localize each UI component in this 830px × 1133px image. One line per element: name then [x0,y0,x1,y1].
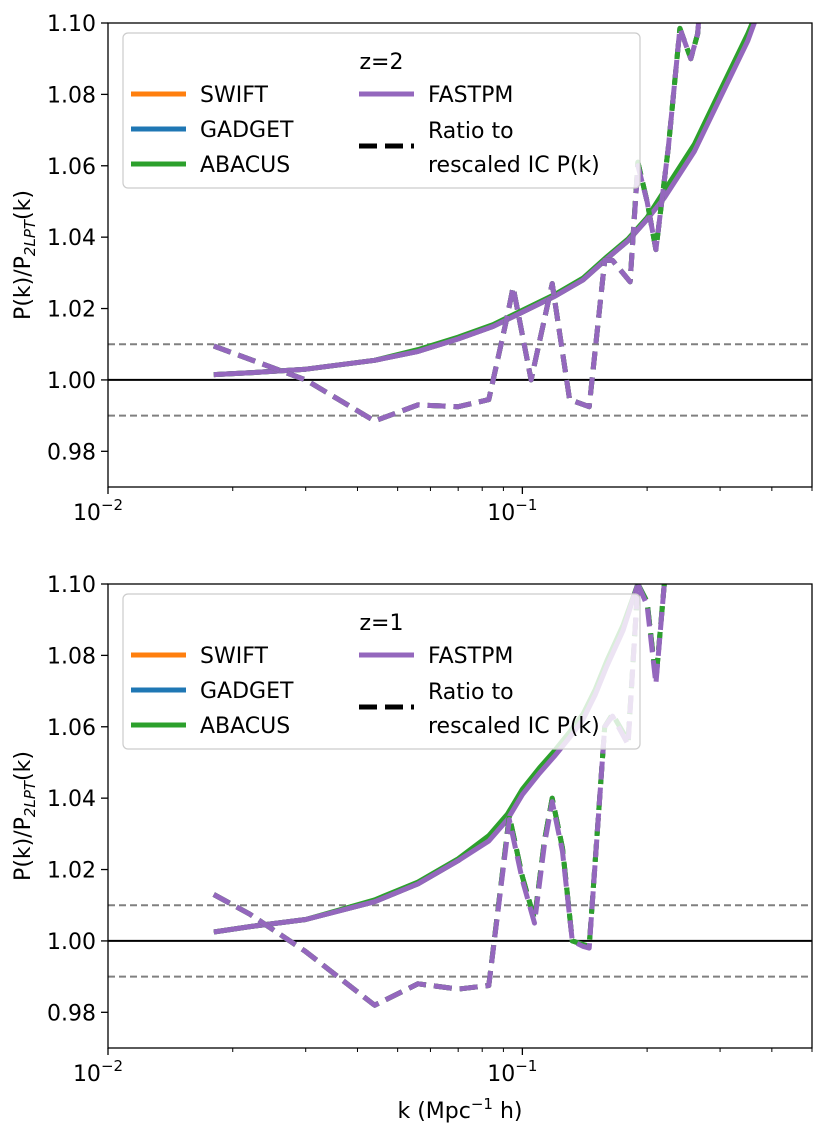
x-tick-label-exponent: −2 [101,1057,123,1075]
legend-entry-abacus: ABACUS [131,153,290,178]
series-line-fastpm-ratio [212,23,701,424]
x-axis-label-main: k (Mpc [397,1099,470,1124]
legend-entry-ratio: Ratio to rescaled IC P(k) [359,119,600,178]
legend-title: z=1 [360,611,404,636]
y-tick-label: 1.02 [47,859,96,884]
axes-frame [107,22,813,488]
legend-entry-swift: SWIFT [131,83,268,108]
y-tick-label: 1.10 [47,12,96,37]
y-tick-label: 1.06 [47,716,96,741]
legend-label: ABACUS [200,153,290,178]
y-tick-label: 1.04 [47,787,96,812]
x-tick-label: 10−1 [487,1057,537,1087]
legend-title: z=2 [360,50,404,75]
y-tick-label: 1.08 [47,83,96,108]
x-axis-label: k (Mpc−1 h) [397,1095,522,1124]
legend-entry-ratio: Ratio to rescaled IC P(k) [359,680,600,739]
y-tick-label: 1.00 [47,369,96,394]
legend-label: Ratio to [428,680,514,705]
legend-label-line2: rescaled IC P(k) [428,714,600,739]
y-tick-label: 1.08 [47,644,96,669]
y-axis-label-tail: (k) [11,751,36,781]
legend-label: GADGET [200,679,294,704]
series-line-fastpm-ratio [212,584,667,1008]
x-axis-label-tail: h) [493,1099,523,1124]
y-axis-label-subscript: 2LPT [21,218,39,256]
y-tick-label: 1.00 [47,930,96,955]
y-axis-label-main: P(k)/P [11,817,36,881]
legend-box [122,32,641,189]
legend-entry-fastpm: FASTPM [359,644,513,669]
legend-entry-gadget: GADGET [131,118,294,143]
x-tick-label-base: 10 [487,1062,515,1087]
y-axis-label-main: P(k)/P [11,256,36,320]
legend-label: GADGET [200,118,294,143]
y-tick-label: 0.98 [47,1001,96,1026]
plot-area [108,23,812,424]
series-line-fastpm [213,23,757,378]
legend-entry-swift: SWIFT [131,644,268,669]
y-axis-label-subscript: 2LPT [21,779,39,817]
legend-label: Ratio to [428,119,514,144]
x-tick-label-exponent: −1 [515,1057,537,1075]
y-axis-label: P(k)/P2LPT(k) [11,190,39,320]
legend-label: FASTPM [428,83,513,108]
x-tick-label: 10−2 [73,1057,123,1087]
x-tick-label-base: 10 [73,501,101,526]
y-tick-label: 1.06 [47,155,96,180]
x-tick-label: 10−2 [73,496,123,526]
legend-entry-abacus: ABACUS [131,714,290,739]
x-tick-label-exponent: −1 [515,496,537,514]
legend-label-line2: rescaled IC P(k) [428,153,600,178]
y-tick-label: 1.02 [47,298,96,323]
legend-box [122,593,641,750]
y-tick-label: 1.10 [47,573,96,598]
x-axis-label-superscript: −1 [471,1095,493,1113]
y-axis-label-tail: (k) [11,190,36,220]
y-tick-label: 0.98 [47,440,96,465]
x-tick-label-base: 10 [487,501,515,526]
legend-label: FASTPM [428,644,513,669]
legend-label: ABACUS [200,714,290,739]
y-tick-label: 1.04 [47,226,96,251]
legend-label: SWIFT [200,83,268,108]
legend-label: SWIFT [200,644,268,669]
legend-entry-fastpm: FASTPM [359,83,513,108]
legend: z=1 SWIFT GADGET ABACUS FASTPM Ratio to rescal… [122,593,641,750]
x-tick-label: 10−1 [487,496,537,526]
x-tick-label-exponent: −2 [101,496,123,514]
legend-entry-gadget: GADGET [131,679,294,704]
y-axis-label: P(k)/P2LPT(k) [11,751,39,881]
axes-frame [107,583,813,1049]
x-tick-label-base: 10 [73,1062,101,1087]
legend: z=2 SWIFT GADGET ABACUS FASTPM Ratio to rescal… [122,32,641,189]
